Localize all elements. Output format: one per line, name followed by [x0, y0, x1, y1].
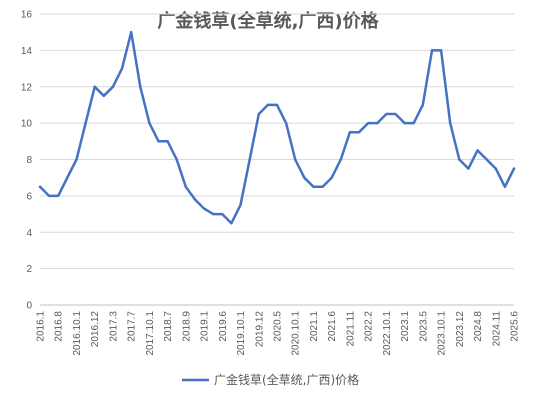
x-tick-label: 2023.12 [455, 311, 466, 348]
data-point [47, 194, 51, 198]
data-point [38, 185, 42, 188]
x-tick-label: 2019.1 [200, 311, 211, 342]
x-tick-label: 2021.11 [345, 311, 356, 347]
data-point [403, 121, 406, 125]
data-point [376, 121, 379, 125]
data-point [266, 103, 270, 107]
data-point [148, 121, 151, 125]
data-point [294, 158, 297, 161]
data-point [211, 212, 215, 216]
data-point [321, 185, 324, 188]
y-tick-label: 0 [26, 301, 32, 312]
data-point [202, 207, 206, 210]
data-point [312, 185, 315, 188]
x-tick-label: 2018.7 [163, 311, 174, 342]
x-tick-label: 2021.6 [327, 311, 338, 342]
data-point [84, 121, 87, 125]
data-point [348, 131, 352, 134]
data-point [448, 121, 452, 125]
data-point [467, 167, 470, 170]
data-point [221, 212, 224, 216]
x-tick-label: 2016.12 [90, 311, 101, 348]
data-point [139, 85, 142, 88]
data-point [421, 103, 425, 107]
y-tick-label: 14 [21, 46, 33, 57]
data-point [93, 85, 96, 88]
data-point [75, 158, 78, 161]
data-point [330, 176, 333, 179]
x-tick-label: 2019.10.1 [236, 311, 247, 356]
data-point [412, 121, 415, 125]
data-point [166, 140, 169, 143]
data-point [230, 221, 233, 225]
x-tick-label: 2016.10.1 [72, 311, 83, 356]
x-tick-label: 2023.5 [418, 311, 429, 342]
data-point [494, 167, 497, 170]
data-point [284, 121, 288, 125]
axes: 0 2 4 6 8 10 12 14 16 2016.1 2016.8 2016.10.1 2016.1… [21, 10, 521, 356]
x-tick-label: 2025.6 [510, 311, 521, 342]
x-tick-label: 2020.5 [273, 311, 284, 342]
x-tick-label: 2020.10.1 [291, 311, 302, 356]
x-tick-label: 2016.8 [54, 311, 65, 342]
x-tick-label: 2016.1 [36, 311, 47, 342]
data-point [439, 49, 443, 52]
x-tick-label: 2022.2 [364, 311, 375, 342]
legend: 广金钱草(全草统,广西)价格 [182, 372, 359, 387]
data-point [476, 149, 479, 152]
data-point [303, 176, 306, 179]
series-layer [38, 30, 516, 225]
data-point [184, 185, 188, 188]
data-point [485, 158, 488, 161]
y-tick-label: 16 [21, 10, 33, 21]
x-tick-label: 2019.6 [218, 311, 229, 342]
x-tick-label: 2024.8 [473, 311, 484, 342]
data-point [257, 112, 260, 116]
data-point [120, 67, 124, 70]
y-tick-label: 4 [26, 228, 32, 239]
data-point [248, 158, 251, 161]
x-tick-label: 2017.7 [127, 311, 138, 342]
data-point [111, 85, 115, 88]
x-tick-label: 2023.1 [400, 311, 411, 342]
y-tick-label: 8 [26, 155, 32, 166]
x-tick-label: 2018.9 [181, 311, 192, 342]
y-tick-label: 2 [26, 264, 32, 275]
data-point [512, 167, 516, 170]
data-point [129, 30, 133, 34]
series-line [38, 30, 516, 225]
data-point [193, 198, 197, 201]
x-tick-label: 2019.12 [254, 311, 265, 348]
x-tick-label: 2017.10.1 [145, 311, 156, 356]
y-tick-label: 6 [26, 191, 32, 202]
x-tick-label: 2023.10.1 [437, 311, 448, 356]
data-point [503, 185, 507, 188]
legend-label: 广金钱草(全草统,广西)价格 [214, 372, 359, 387]
chart-title: 广金钱草(全草统,广西)价格 [157, 10, 379, 32]
data-point [357, 131, 361, 134]
data-point [430, 49, 434, 52]
data-point [157, 140, 160, 143]
data-point [275, 103, 279, 107]
x-tick-label: 2022.10.1 [382, 311, 393, 356]
data-point [385, 112, 388, 116]
data-point [458, 158, 461, 161]
y-tick-label: 12 [21, 82, 33, 93]
data-point [57, 194, 60, 198]
data-point [239, 203, 242, 207]
y-tick-label: 10 [21, 119, 33, 130]
data-point [66, 176, 69, 179]
data-point [175, 158, 178, 161]
data-point [102, 94, 106, 98]
data-point [394, 112, 397, 116]
x-tick-label: 2021.1 [309, 311, 320, 342]
x-tick-label: 2017.3 [108, 311, 119, 342]
gridlines [40, 13, 514, 306]
data-point [339, 158, 343, 161]
x-tick-label: 2024.11 [491, 311, 502, 347]
data-point [366, 121, 370, 125]
